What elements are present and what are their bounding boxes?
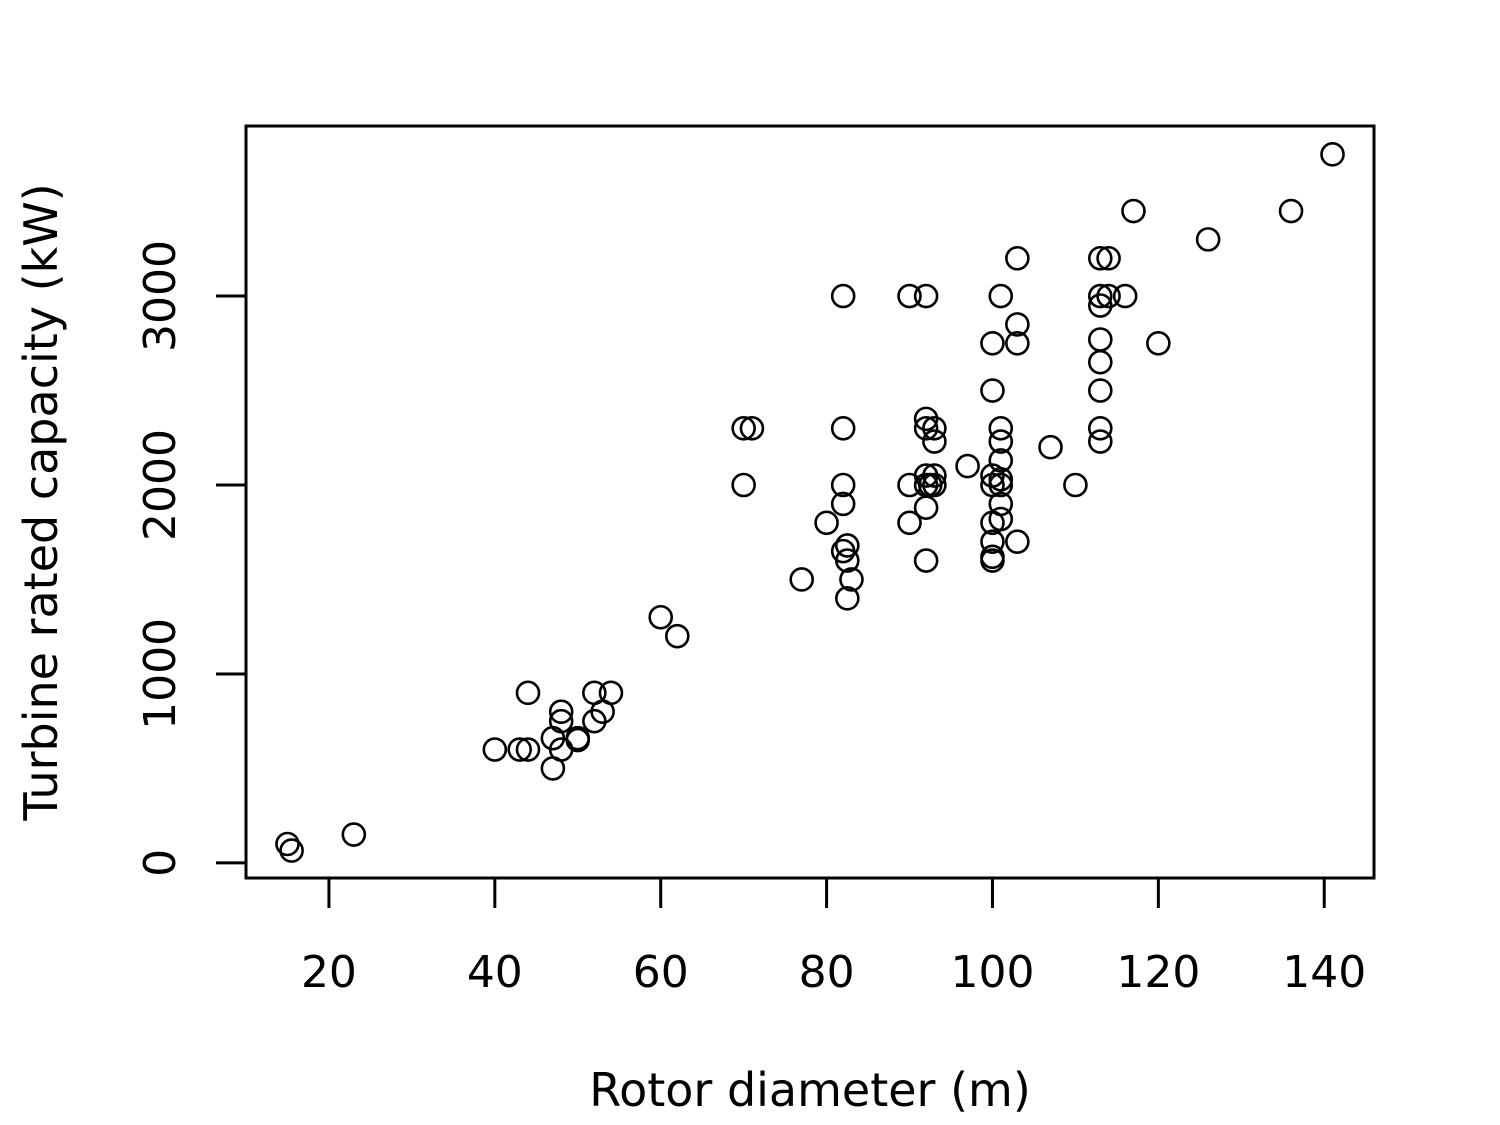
data-point xyxy=(922,416,947,441)
data-point xyxy=(897,283,922,309)
data-point xyxy=(1112,283,1138,309)
data-point xyxy=(1146,330,1171,356)
data-point xyxy=(988,429,1014,454)
data-point xyxy=(814,510,839,536)
data-point xyxy=(1063,472,1088,498)
x-tick-label: 60 xyxy=(633,947,689,998)
x-axis-title: Rotor diameter (m) xyxy=(589,1063,1031,1117)
data-point xyxy=(830,416,856,441)
x-axis: 20 40 60 80 100 120 140 xyxy=(301,876,1366,998)
data-point xyxy=(839,567,864,592)
data-point xyxy=(565,727,591,753)
data-point xyxy=(548,708,574,734)
data-point xyxy=(980,330,1005,356)
data-point xyxy=(515,737,541,762)
data-point xyxy=(913,283,939,309)
data-point xyxy=(980,529,1005,554)
data-point xyxy=(1278,198,1304,224)
data-point xyxy=(341,822,367,847)
data-point xyxy=(582,708,607,734)
data-point xyxy=(1121,198,1146,224)
data-point xyxy=(1096,245,1121,271)
data-point xyxy=(1087,378,1113,403)
y-tick-label: 1000 xyxy=(135,618,186,730)
data-point xyxy=(835,533,860,558)
data-point xyxy=(1087,327,1113,352)
x-tick-label: 80 xyxy=(799,947,855,998)
data-point xyxy=(980,378,1005,403)
data-point xyxy=(955,453,980,479)
data-point xyxy=(515,680,541,706)
data-points xyxy=(275,142,1345,863)
y-axis: 0 1000 2000 3000 xyxy=(135,240,248,877)
data-point xyxy=(598,680,624,706)
data-point xyxy=(1087,349,1113,375)
data-point xyxy=(1038,434,1063,460)
x-tick-label: 100 xyxy=(950,947,1034,998)
data-point xyxy=(279,838,304,863)
data-point xyxy=(835,548,860,573)
data-point xyxy=(980,544,1005,570)
data-point xyxy=(922,429,947,454)
data-point xyxy=(1087,429,1113,454)
data-point xyxy=(830,283,856,309)
x-tick-label: 140 xyxy=(1282,947,1366,998)
data-point xyxy=(913,416,939,441)
data-point xyxy=(1087,283,1113,309)
x-tick-label: 40 xyxy=(467,947,523,998)
data-point xyxy=(988,506,1014,532)
data-point xyxy=(789,567,815,592)
y-tick-label: 3000 xyxy=(135,240,186,352)
data-point xyxy=(913,548,939,573)
data-point xyxy=(1005,245,1030,271)
data-point xyxy=(988,416,1014,441)
data-point xyxy=(731,416,756,441)
data-point xyxy=(1005,330,1030,356)
data-point xyxy=(507,737,533,762)
data-point xyxy=(922,463,947,488)
data-point xyxy=(1096,283,1121,309)
data-point xyxy=(739,416,765,441)
data-point xyxy=(731,472,756,498)
data-point xyxy=(830,491,856,517)
data-point xyxy=(1087,416,1113,441)
x-tick-label: 120 xyxy=(1116,947,1200,998)
data-point xyxy=(1320,142,1345,167)
data-point xyxy=(648,604,674,630)
plot-frame xyxy=(244,124,1376,880)
data-point xyxy=(922,472,947,498)
data-point xyxy=(913,495,939,520)
data-point xyxy=(988,472,1014,498)
data-point xyxy=(988,283,1014,309)
data-point xyxy=(830,472,856,498)
data-point xyxy=(664,623,690,649)
data-point xyxy=(988,467,1014,492)
data-point xyxy=(1005,529,1030,554)
y-axis-title: Turbine rated capacity (kW) xyxy=(14,183,68,821)
data-point xyxy=(988,448,1014,473)
data-point xyxy=(548,699,574,725)
data-point xyxy=(897,510,922,536)
data-point xyxy=(1087,245,1113,271)
data-point xyxy=(482,737,508,762)
data-point xyxy=(275,831,300,857)
data-point xyxy=(988,491,1014,517)
data-point xyxy=(1195,227,1221,252)
data-point xyxy=(1005,312,1030,337)
y-tick-label: 0 xyxy=(135,849,186,877)
y-tick-label: 2000 xyxy=(135,429,186,541)
data-point xyxy=(835,586,860,611)
x-tick-label: 20 xyxy=(301,947,357,998)
